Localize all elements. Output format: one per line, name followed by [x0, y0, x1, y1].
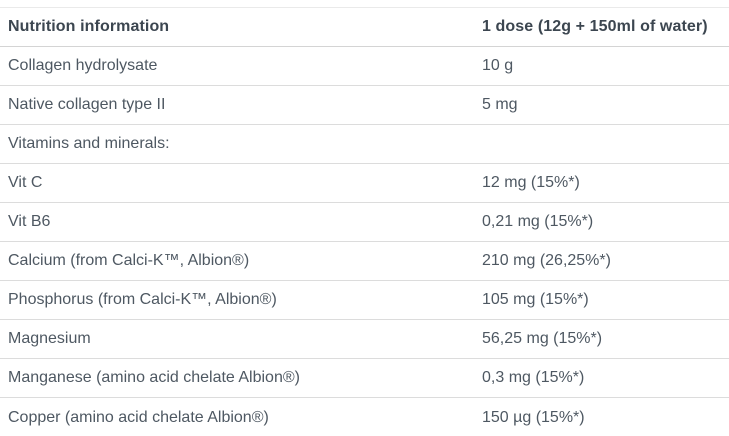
nutrient-name: Collagen hydrolysate	[0, 46, 482, 86]
nutrient-name: Copper (amino acid chelate Albion®)	[8, 408, 269, 426]
table-row: Manganese (amino acid chelate Albion®) 0…	[0, 358, 729, 398]
nutrition-info-panel: Nutrition information 1 dose (12g + 150m…	[0, 7, 729, 436]
nutrient-value: 0,21 mg (15%*)	[482, 202, 729, 242]
nutrient-name: Manganese (amino acid chelate Albion®)	[0, 358, 482, 398]
nutrient-name: Phosphorus (from Calci-K™, Albion®)	[0, 280, 482, 320]
nutrient-value	[482, 124, 729, 164]
nutrient-value: 150 µg (15%*)	[482, 408, 585, 426]
table-header-row: Nutrition information 1 dose (12g + 150m…	[0, 7, 729, 47]
nutrient-name: Vitamins and minerals:	[0, 124, 482, 164]
nutrient-value: 56,25 mg (15%*)	[482, 319, 729, 359]
nutrient-name: Magnesium	[0, 319, 482, 359]
table-row: Phosphorus (from Calci-K™, Albion®) 105 …	[0, 280, 729, 320]
nutrient-value: 210 mg (26,25%*)	[482, 241, 729, 281]
table-row: Native collagen type II 5 mg	[0, 85, 729, 125]
table-row: Collagen hydrolysate 10 g	[0, 46, 729, 86]
table-row: Magnesium 56,25 mg (15%*)	[0, 319, 729, 359]
table-row: Vit B6 0,21 mg (15%*)	[0, 202, 729, 242]
table-body: Collagen hydrolysate 10 g Native collage…	[0, 46, 729, 436]
table-row: Vit C 12 mg (15%*)	[0, 163, 729, 203]
nutrient-value: 0,3 mg (15%*)	[482, 358, 729, 398]
nutrient-value: 5 mg	[482, 85, 729, 125]
nutrition-table: Nutrition information 1 dose (12g + 150m…	[0, 7, 729, 436]
table-row: Copper (amino acid chelate Albion®) 150 …	[0, 398, 729, 436]
nutrient-value: 105 mg (15%*)	[482, 280, 729, 320]
nutrient-value: 12 mg (15%*)	[482, 163, 729, 203]
nutrient-name: Calcium (from Calci-K™, Albion®)	[0, 241, 482, 281]
nutrient-name: Native collagen type II	[0, 85, 482, 125]
nutrient-name: Vit B6	[0, 202, 482, 242]
nutrient-value: 10 g	[482, 46, 729, 86]
table-row: Calcium (from Calci-K™, Albion®) 210 mg …	[0, 241, 729, 281]
nutrient-name: Vit C	[0, 163, 482, 203]
table-row: Vitamins and minerals:	[0, 124, 729, 164]
column-header-nutrition-information: Nutrition information	[0, 7, 482, 47]
column-header-dose: 1 dose (12g + 150ml of water)	[482, 7, 729, 47]
